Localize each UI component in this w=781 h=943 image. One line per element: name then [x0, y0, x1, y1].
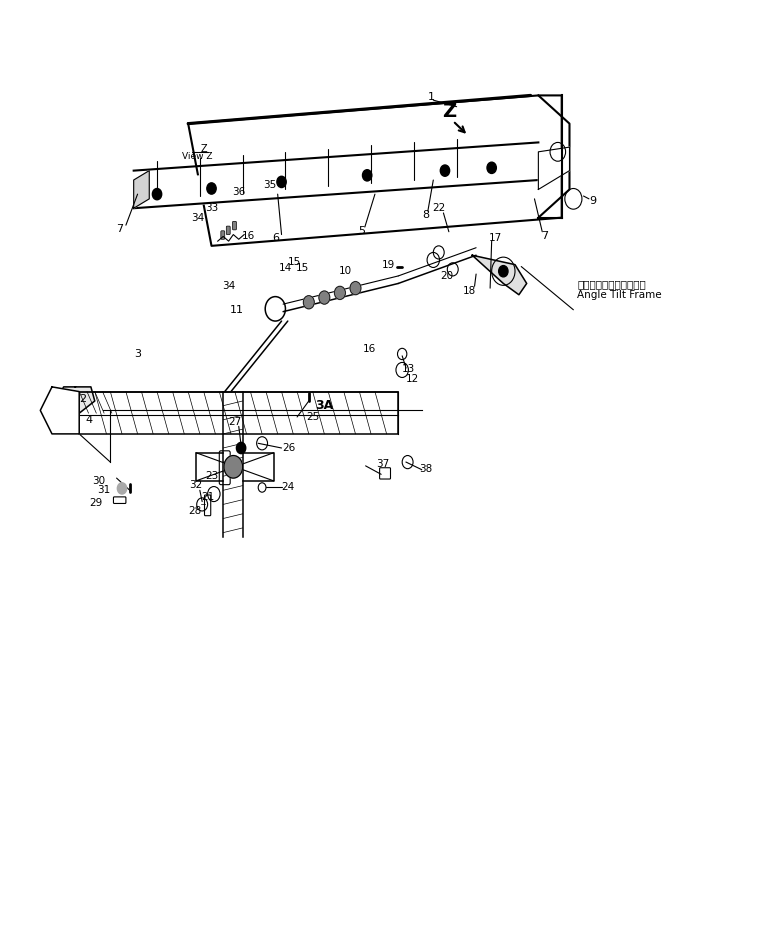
Text: 8: 8 [422, 210, 429, 220]
Circle shape [487, 162, 497, 174]
Text: 17: 17 [489, 233, 502, 243]
Text: 36: 36 [232, 188, 245, 197]
Polygon shape [473, 256, 526, 295]
Circle shape [440, 165, 450, 176]
Text: 10: 10 [339, 266, 352, 276]
Circle shape [303, 296, 314, 309]
Text: 15: 15 [296, 263, 309, 273]
Text: 3A: 3A [316, 399, 333, 412]
Text: Z: Z [442, 102, 456, 121]
Text: 32: 32 [189, 480, 202, 489]
Circle shape [224, 455, 243, 478]
Text: 20: 20 [440, 271, 453, 281]
Text: 35: 35 [263, 180, 276, 190]
Circle shape [319, 291, 330, 305]
Text: 34: 34 [222, 281, 235, 291]
Text: 19: 19 [382, 259, 394, 270]
Text: View Z: View Z [182, 153, 212, 161]
Text: 13: 13 [401, 364, 415, 374]
Text: 27: 27 [228, 417, 241, 426]
Circle shape [499, 266, 508, 277]
Text: 25: 25 [306, 412, 319, 422]
Polygon shape [538, 147, 569, 190]
Polygon shape [134, 171, 149, 208]
Text: 29: 29 [90, 498, 103, 507]
Circle shape [237, 442, 246, 454]
FancyBboxPatch shape [221, 231, 225, 240]
Text: 26: 26 [283, 443, 296, 453]
Text: 34: 34 [191, 212, 204, 223]
Text: 21: 21 [201, 492, 214, 502]
Polygon shape [56, 387, 95, 413]
Text: アングルチルトフレーム
Angle Tilt Frame: アングルチルトフレーム Angle Tilt Frame [577, 279, 662, 301]
Circle shape [334, 287, 345, 300]
Text: 16: 16 [363, 344, 376, 355]
Text: 31: 31 [98, 486, 111, 495]
Text: 5: 5 [358, 225, 366, 236]
Circle shape [207, 183, 216, 194]
Text: 15: 15 [288, 256, 301, 267]
Text: 28: 28 [187, 506, 201, 516]
Circle shape [277, 176, 286, 188]
Text: 1: 1 [427, 92, 434, 102]
FancyBboxPatch shape [233, 222, 237, 230]
Circle shape [362, 170, 372, 181]
FancyBboxPatch shape [226, 226, 230, 235]
Polygon shape [41, 387, 79, 434]
Text: Z: Z [201, 144, 207, 154]
Circle shape [117, 483, 127, 494]
Text: 37: 37 [376, 459, 390, 469]
Text: 6: 6 [272, 233, 279, 243]
Text: 11: 11 [230, 305, 244, 315]
Text: 14: 14 [279, 263, 292, 273]
Text: 30: 30 [92, 476, 105, 486]
Text: 16: 16 [241, 231, 255, 241]
Text: 24: 24 [281, 483, 294, 492]
Text: 2: 2 [80, 394, 87, 405]
Text: 3: 3 [134, 349, 141, 359]
Text: 7: 7 [116, 223, 123, 234]
Text: 7: 7 [541, 231, 548, 241]
Circle shape [350, 282, 361, 295]
Text: 12: 12 [405, 374, 419, 385]
Text: 9: 9 [590, 196, 597, 206]
Text: 38: 38 [419, 464, 432, 473]
Text: 33: 33 [205, 204, 218, 213]
Circle shape [152, 189, 162, 200]
Text: 18: 18 [463, 286, 476, 296]
Text: 23: 23 [205, 472, 219, 481]
Text: 22: 22 [432, 204, 445, 213]
Text: 4: 4 [85, 415, 92, 424]
